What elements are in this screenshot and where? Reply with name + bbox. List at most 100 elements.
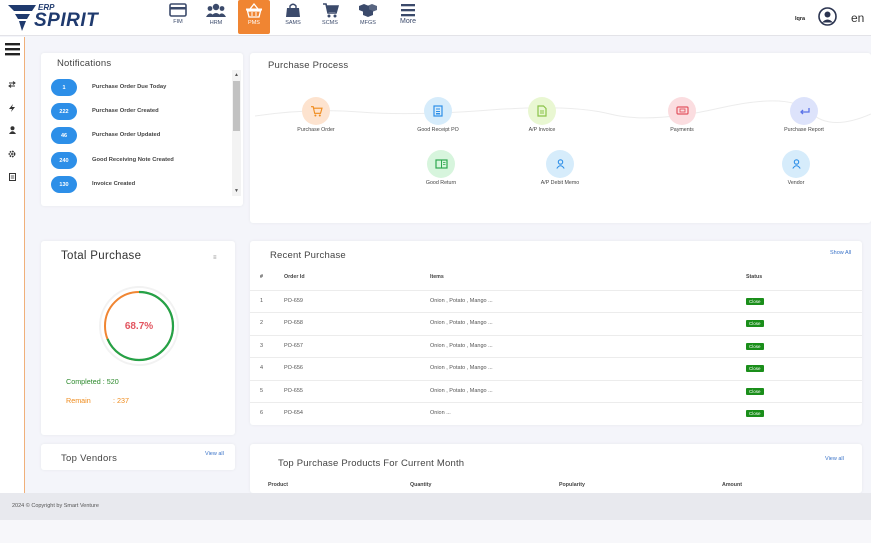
process-step-vendor[interactable]: Vendor bbox=[761, 150, 831, 186]
process-step-label: A/P Debit Memo bbox=[540, 180, 580, 186]
purchase-process-title: Purchase Process bbox=[268, 60, 349, 71]
scroll-up-arrow-icon[interactable]: ▲ bbox=[234, 72, 239, 78]
status-badge: Close bbox=[746, 388, 764, 395]
card-menu-icon[interactable]: ≡ bbox=[213, 255, 217, 261]
receipt-icon bbox=[433, 105, 443, 117]
module-mfgs[interactable]: MFGS bbox=[352, 0, 384, 34]
row-number: 1 bbox=[260, 298, 264, 304]
notification-text: Purchase Order Created bbox=[92, 108, 159, 114]
view-all-link[interactable]: View all bbox=[825, 456, 844, 462]
process-step-label: Payments bbox=[670, 127, 694, 133]
column-header-product: Product bbox=[268, 482, 289, 488]
logo-spirit-text: SPIRIT bbox=[34, 10, 99, 31]
boxes-icon bbox=[359, 4, 377, 17]
user-avatar-icon[interactable] bbox=[818, 7, 837, 26]
status-badge: Close bbox=[746, 410, 764, 417]
notification-item[interactable]: 130 Invoice Created bbox=[51, 176, 231, 193]
row-number: 3 bbox=[260, 343, 264, 349]
notifications-scrollbar[interactable]: ▲ ▼ bbox=[232, 70, 241, 196]
process-step-label: Good Return bbox=[425, 180, 457, 186]
table-row[interactable]: 2 PO-658 Onion , Potato , Mango ... Clos… bbox=[250, 312, 862, 334]
module-fim[interactable]: FIM bbox=[162, 0, 194, 34]
module-label: PMS bbox=[248, 20, 260, 26]
module-label: FIM bbox=[173, 19, 183, 25]
table-row[interactable]: 4 PO-656 Onion , Potato , Mango ... Clos… bbox=[250, 357, 862, 379]
show-all-link[interactable]: Show All bbox=[830, 250, 852, 256]
cart-icon bbox=[322, 3, 339, 18]
table-row[interactable]: 6 PO-654 Onion ... Close bbox=[250, 402, 862, 424]
cart-icon bbox=[310, 105, 323, 117]
module-more[interactable]: More bbox=[392, 0, 424, 34]
return-arrow-icon bbox=[799, 107, 810, 114]
order-id: PO-655 bbox=[284, 388, 303, 394]
process-step-purchase-report[interactable]: Purchase Report bbox=[769, 97, 839, 133]
module-label: More bbox=[400, 18, 416, 25]
status-badge: Close bbox=[746, 320, 764, 327]
module-pms[interactable]: PMS bbox=[238, 0, 270, 34]
sidebar-item-settings[interactable] bbox=[7, 149, 17, 159]
sidebar-item-user[interactable] bbox=[7, 125, 17, 135]
process-step-good-return[interactable]: Good Return bbox=[406, 150, 476, 186]
purchase-donut-chart: 68.7% bbox=[99, 286, 179, 366]
table-row[interactable]: 5 PO-655 Onion , Potato , Mango ... Clos… bbox=[250, 380, 862, 402]
process-step-label: A/P Invoice bbox=[528, 127, 556, 133]
module-scms[interactable]: SCMS bbox=[314, 0, 346, 34]
notification-item[interactable]: 46 Purchase Order Updated bbox=[51, 127, 231, 144]
notification-item[interactable]: 222 Purchase Order Created bbox=[51, 103, 231, 120]
notification-item[interactable]: 240 Good Receiving Note Created bbox=[51, 152, 231, 169]
process-step-label: Good Receipt PO bbox=[417, 127, 459, 133]
gear-icon bbox=[8, 150, 16, 158]
book-icon bbox=[434, 159, 448, 169]
user-name[interactable]: Iqra bbox=[795, 16, 806, 22]
view-all-link[interactable]: View all bbox=[205, 451, 224, 457]
row-number: 4 bbox=[260, 365, 264, 371]
sidebar-item-reports[interactable] bbox=[7, 172, 17, 182]
logo-mark-icon bbox=[8, 5, 36, 31]
column-header-items: Items bbox=[430, 274, 444, 280]
module-sams[interactable]: SAMS bbox=[277, 0, 309, 34]
hamburger-menu-icon[interactable] bbox=[5, 43, 20, 56]
process-step-purchase-order[interactable]: Purchase Order bbox=[281, 97, 351, 133]
transfer-icon bbox=[8, 80, 16, 88]
notification-count-badge: 240 bbox=[51, 152, 77, 169]
process-step-label: Vendor bbox=[787, 180, 805, 186]
order-id: PO-658 bbox=[284, 320, 303, 326]
status-badge: Close bbox=[746, 343, 764, 350]
notification-text: Purchase Order Updated bbox=[92, 132, 161, 138]
column-header-status: Status bbox=[746, 274, 763, 280]
table-row[interactable]: 1 PO-659 Onion , Potato , Mango ... Clos… bbox=[250, 290, 862, 312]
language-selector[interactable]: en bbox=[851, 11, 865, 25]
column-header-popularity: Popularity bbox=[559, 482, 585, 488]
module-hrm[interactable]: HRM bbox=[200, 0, 232, 34]
order-id: PO-656 bbox=[284, 365, 303, 371]
top-vendors-title: Top Vendors bbox=[61, 453, 118, 464]
total-purchase-card: Total Purchase ≡ 68.7% Completed : 520 R… bbox=[41, 241, 235, 435]
person-icon bbox=[8, 126, 16, 134]
logo-erp-text: ERP bbox=[38, 3, 55, 12]
column-header-number: # bbox=[260, 274, 263, 280]
table-row[interactable]: 3 PO-657 Onion , Potato , Mango ... Clos… bbox=[250, 335, 862, 357]
process-step-good-receipt-po[interactable]: Good Receipt PO bbox=[403, 97, 473, 133]
process-step-payments[interactable]: Payments bbox=[647, 97, 717, 133]
app-logo[interactable]: ERP SPIRIT bbox=[6, 2, 106, 34]
notifications-card: Notifications 1 Purchase Order Due Today… bbox=[41, 53, 243, 206]
notification-text: Good Receiving Note Created bbox=[92, 157, 174, 163]
module-label: SCMS bbox=[322, 20, 338, 26]
scroll-down-arrow-icon[interactable]: ▼ bbox=[234, 188, 239, 194]
payment-icon bbox=[675, 106, 689, 115]
footer: 2024 © Copyright by Smart Venture bbox=[0, 493, 871, 520]
order-id: PO-654 bbox=[284, 410, 303, 416]
module-label: HRM bbox=[209, 20, 223, 26]
notification-text: Purchase Order Due Today bbox=[92, 84, 167, 90]
sidebar-item-flash[interactable] bbox=[7, 103, 17, 113]
notification-text: Invoice Created bbox=[92, 181, 136, 187]
menu-icon bbox=[401, 4, 415, 17]
status-badge: Close bbox=[746, 298, 764, 305]
process-step-ap-invoice[interactable]: A/P Invoice bbox=[507, 97, 577, 133]
notification-count-badge: 1 bbox=[51, 79, 77, 96]
scroll-thumb[interactable] bbox=[233, 81, 240, 131]
process-step-ap-debit-memo[interactable]: A/P Debit Memo bbox=[525, 150, 595, 186]
notification-item[interactable]: 1 Purchase Order Due Today bbox=[51, 79, 231, 96]
sidebar-item-transfer[interactable] bbox=[7, 79, 17, 89]
document-icon bbox=[8, 173, 16, 181]
